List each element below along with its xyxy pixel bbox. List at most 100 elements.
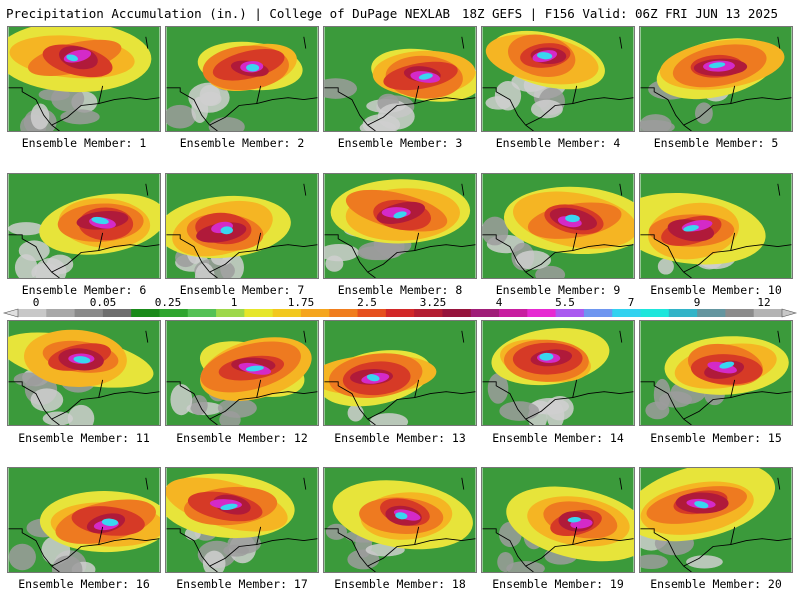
colorbar-swatch [697, 309, 726, 317]
ensemble-member-map [323, 173, 477, 279]
ensemble-member-label: Ensemble Member: 1 [21, 136, 147, 150]
colorbar-swatch [329, 309, 359, 317]
ensemble-member-label: Ensemble Member: 6 [21, 283, 147, 297]
ensemble-member-map [639, 467, 793, 573]
colorbar-swatch [300, 309, 330, 317]
precip-map-graphic [640, 468, 792, 572]
ensemble-member-label: Ensemble Member: 7 [179, 283, 305, 297]
ensemble-member-map [639, 26, 793, 132]
colorbar-swatch [244, 309, 274, 317]
ensemble-member-map [165, 467, 319, 573]
colorbar-tick-label: 0.05 [90, 297, 117, 309]
colorbar-swatch [159, 309, 189, 317]
colorbar-swatch [753, 309, 783, 317]
ensemble-member-label: Ensemble Member: 9 [495, 283, 621, 297]
ensemble-member-label: Ensemble Member: 19 [492, 577, 624, 591]
ensemble-member-map [323, 320, 477, 426]
colorbar-tick-label: 1 [231, 297, 238, 309]
precip-map-graphic [166, 27, 318, 131]
ensemble-member-map [165, 320, 319, 426]
ensemble-member-label: Ensemble Member: 11 [18, 431, 150, 445]
colorbar-tick-label: 7 [628, 297, 635, 309]
precip-map-graphic [640, 174, 792, 278]
precip-map-graphic [8, 174, 160, 278]
precip-map-graphic [482, 174, 634, 278]
colorbar-swatch [187, 309, 217, 317]
ensemble-member-label: Ensemble Member: 20 [650, 577, 782, 591]
ensemble-member-map [639, 320, 793, 426]
precip-colorbar: 0 0.05 0.25 1 1.75 2.5 3.25 4 5.5 7 9 12 [0, 297, 800, 321]
ensemble-member-map [165, 26, 319, 132]
colorbar-swatch [216, 309, 245, 317]
valid-time-label: 18Z GEFS | F156 Valid: 06Z FRI JUN 13 20… [461, 6, 778, 21]
precip-map-graphic [166, 321, 318, 425]
colorbar-swatch [74, 309, 104, 317]
precip-map-graphic [8, 468, 160, 572]
ensemble-member-map [639, 173, 793, 279]
colorbar-tick-label: 9 [694, 297, 701, 309]
precip-map-graphic [166, 468, 318, 572]
precip-map-graphic [640, 27, 792, 131]
ensemble-member-label: Ensemble Member: 5 [653, 136, 779, 150]
chart-title: Precipitation Accumulation (in.) | Colle… [6, 6, 451, 21]
ensemble-member-label: Ensemble Member: 18 [334, 577, 466, 591]
colorbar-swatch [102, 309, 132, 317]
colorbar-graphic: 0 0.05 0.25 1 1.75 2.5 3.25 4 5.5 7 9 12 [2, 297, 798, 318]
colorbar-swatch [357, 309, 387, 317]
ensemble-member-label: Ensemble Member: 13 [334, 431, 466, 445]
colorbar-swatch [499, 309, 528, 317]
colorbar-swatch [527, 309, 557, 317]
colorbar-swatch [272, 309, 302, 317]
precip-map-graphic [324, 27, 476, 131]
ensemble-member-map [481, 26, 635, 132]
colorbar-tick-label: 0.25 [155, 297, 182, 309]
colorbar-swatch [725, 309, 755, 317]
ensemble-member-map [323, 26, 477, 132]
ensemble-member-label: Ensemble Member: 12 [176, 431, 308, 445]
ensemble-member-map [481, 320, 635, 426]
colorbar-swatch [555, 309, 585, 317]
colorbar-swatch [131, 309, 160, 317]
colorbar-swatch [46, 309, 76, 317]
precip-map-graphic [482, 468, 634, 572]
precip-map-graphic [8, 27, 160, 131]
ensemble-member-label: Ensemble Member: 3 [337, 136, 463, 150]
ensemble-member-map [165, 173, 319, 279]
precip-map-graphic [482, 321, 634, 425]
ensemble-member-map [323, 467, 477, 573]
colorbar-tick-label: 3.25 [420, 297, 447, 309]
ensemble-member-label: Ensemble Member: 16 [18, 577, 150, 591]
colorbar-swatch [612, 309, 642, 317]
ensemble-member-label: Ensemble Member: 8 [337, 283, 463, 297]
colorbar-tick-label: 1.75 [288, 297, 315, 309]
ensemble-member-label: Ensemble Member: 15 [650, 431, 782, 445]
colorbar-right-arrow [781, 308, 798, 318]
precip-map-graphic [640, 321, 792, 425]
colorbar-tick-label: 12 [757, 297, 770, 309]
ensemble-member-map [7, 173, 161, 279]
precip-map-graphic [482, 27, 634, 131]
ensemble-member-label: Ensemble Member: 4 [495, 136, 621, 150]
precip-map-graphic [324, 174, 476, 278]
ensemble-member-label: Ensemble Member: 10 [650, 283, 782, 297]
colorbar-swatch [668, 309, 698, 317]
precip-map-graphic [324, 468, 476, 572]
colorbar-left-arrow [2, 308, 19, 318]
colorbar-swatch [414, 309, 443, 317]
colorbar-swatch [583, 309, 613, 317]
colorbar-tick-label: 4 [496, 297, 503, 309]
colorbar-swatch [385, 309, 415, 317]
precip-map-graphic [166, 174, 318, 278]
ensemble-member-map [7, 320, 161, 426]
ensemble-member-label: Ensemble Member: 17 [176, 577, 308, 591]
ensemble-member-label: Ensemble Member: 2 [179, 136, 305, 150]
colorbar-swatch [470, 309, 500, 317]
colorbar-tick-label: 0 [33, 297, 40, 309]
ensemble-member-map [7, 26, 161, 132]
ensemble-member-map [481, 173, 635, 279]
colorbar-swatch [640, 309, 670, 317]
ensemble-member-map [481, 467, 635, 573]
colorbar-tick-label: 2.5 [357, 297, 377, 309]
colorbar-tick-label: 5.5 [555, 297, 575, 309]
precip-map-graphic [324, 321, 476, 425]
